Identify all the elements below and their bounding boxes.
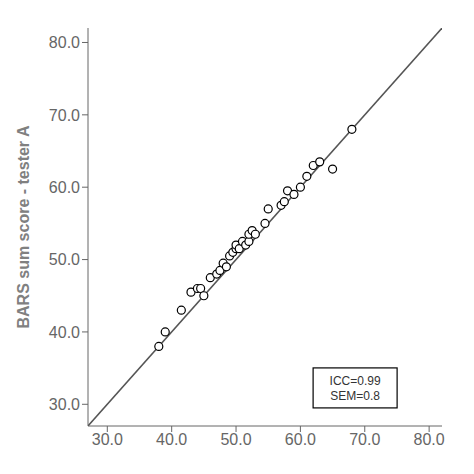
svg-text:ICC=0.99SEM=0.8: ICC=0.99SEM=0.8 bbox=[330, 374, 381, 403]
svg-text:60.0: 60.0 bbox=[49, 179, 80, 196]
svg-text:70.0: 70.0 bbox=[49, 107, 80, 124]
svg-text:50.0: 50.0 bbox=[220, 431, 251, 448]
svg-text:30.0: 30.0 bbox=[49, 396, 80, 413]
svg-text:80.0: 80.0 bbox=[414, 431, 445, 448]
svg-text:80.0: 80.0 bbox=[49, 34, 80, 51]
svg-text:50.0: 50.0 bbox=[49, 251, 80, 268]
svg-text:40.0: 40.0 bbox=[156, 431, 187, 448]
svg-text:BARS sum score - tester A: BARS sum score - tester A bbox=[15, 125, 32, 328]
svg-text:70.0: 70.0 bbox=[349, 431, 380, 448]
svg-text:30.0: 30.0 bbox=[92, 431, 123, 448]
svg-text:40.0: 40.0 bbox=[49, 324, 80, 341]
svg-text:60.0: 60.0 bbox=[285, 431, 316, 448]
